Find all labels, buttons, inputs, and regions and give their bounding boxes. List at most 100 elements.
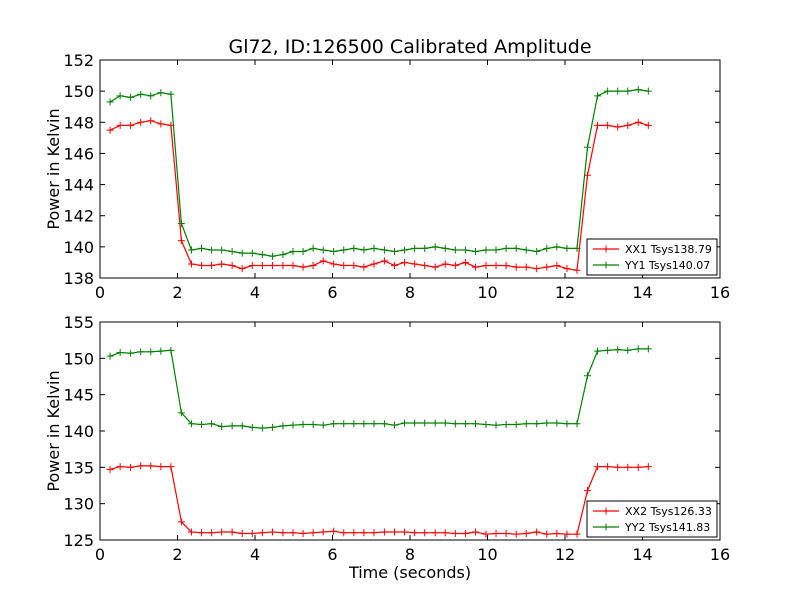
x-tick-label: 2 [172, 545, 182, 564]
data-point-marker [370, 529, 378, 537]
data-point-marker [573, 420, 581, 428]
legend-box [586, 238, 718, 276]
y-tick-label: 155 [63, 313, 94, 332]
data-point-marker [258, 262, 266, 270]
x-tick-label: 4 [250, 283, 260, 302]
data-point-marker [492, 246, 500, 254]
x-tick-label: 16 [710, 283, 730, 302]
data-point-marker [238, 265, 246, 273]
data-point-marker [106, 126, 114, 134]
data-point-marker [624, 463, 632, 471]
data-point-marker [137, 90, 145, 98]
data-point-marker [198, 262, 206, 270]
data-point-marker [553, 419, 561, 427]
data-point-marker [309, 420, 317, 428]
data-point-marker [218, 423, 226, 431]
data-point-marker [391, 248, 398, 256]
data-point-marker [198, 244, 206, 252]
data-point-marker [482, 530, 490, 538]
data-point-marker [522, 420, 530, 428]
y-tick-label: 145 [63, 386, 94, 405]
y-axis-label: Power in Kelvin [44, 370, 63, 491]
data-point-marker [411, 529, 419, 537]
data-point-marker [441, 419, 449, 427]
data-point-marker [299, 263, 307, 271]
data-point-marker [147, 117, 155, 125]
legend-entry-label: YY1 Tsys140.07 [624, 259, 710, 272]
data-point-marker [330, 248, 338, 256]
bottom-plot: 0 2 4 6 8 10 12 14 16 125 130 135 140 145 150 155 Power … [44, 313, 730, 582]
y-axis-label: Power in Kelvin [44, 108, 63, 229]
legend-entry-label: XX1 Tsys138.79 [625, 243, 712, 256]
y-tick-label: 144 [63, 176, 94, 195]
data-point-marker [238, 422, 246, 430]
data-point-marker [380, 246, 388, 254]
data-point-marker [634, 463, 642, 471]
data-point-marker [594, 92, 602, 100]
legend-marker [602, 261, 610, 269]
data-point-marker [482, 246, 490, 254]
data-point-marker [258, 424, 266, 432]
data-point-marker [401, 528, 409, 536]
data-point-marker [401, 258, 409, 266]
data-point-marker [411, 244, 419, 252]
data-point-marker [441, 529, 449, 537]
data-point-marker [644, 463, 652, 471]
data-point-marker [604, 463, 612, 471]
x-tick-label: 6 [327, 545, 337, 564]
data-point-marker [391, 528, 398, 536]
legend-marker [602, 245, 610, 253]
data-point-marker [289, 421, 297, 429]
data-point-marker [543, 530, 551, 538]
data-point-marker [228, 248, 236, 256]
data-point-marker [340, 246, 348, 254]
data-point-marker [471, 528, 479, 536]
data-point-marker [583, 372, 591, 380]
data-point-marker [319, 421, 327, 429]
y-tick-label: 140 [63, 238, 94, 257]
data-point-marker [127, 463, 135, 471]
data-point-marker [137, 462, 145, 470]
data-point-marker [461, 420, 469, 428]
data-point-marker [279, 251, 287, 259]
data-point-marker [441, 244, 449, 252]
data-point-marker [411, 419, 419, 427]
data-point-marker [218, 528, 226, 536]
data-point-marker [208, 246, 216, 254]
data-point-marker [512, 263, 520, 271]
data-point-marker [533, 420, 541, 428]
data-point-marker [553, 529, 561, 537]
data-point-marker [583, 487, 591, 495]
data-point-marker [360, 246, 368, 254]
data-point-marker [228, 262, 236, 270]
data-point-marker [512, 244, 520, 252]
data-point-marker [360, 420, 368, 428]
data-point-marker [258, 251, 266, 259]
data-point-marker [258, 529, 266, 537]
data-point-marker [116, 121, 124, 129]
data-point-marker [533, 528, 541, 536]
data-point-marker [228, 422, 236, 430]
data-point-marker [502, 244, 510, 252]
data-point-marker [238, 529, 246, 537]
data-point-marker [634, 118, 642, 126]
y-tick-label: 130 [63, 495, 94, 514]
data-point-marker [421, 262, 429, 270]
data-point-marker [116, 92, 124, 100]
data-point-marker [451, 529, 459, 537]
data-point-marker [583, 143, 591, 151]
data-point-marker [553, 243, 561, 251]
data-point-marker [319, 257, 327, 265]
data-point-marker [147, 348, 155, 356]
data-point-marker [431, 419, 439, 427]
data-point-marker [482, 262, 490, 270]
x-tick-label: 16 [710, 545, 730, 564]
data-point-marker [502, 529, 510, 537]
data-point-marker [330, 527, 338, 535]
data-point-marker [421, 419, 429, 427]
data-point-marker [441, 260, 449, 268]
data-point-marker [268, 262, 276, 270]
data-point-marker [401, 246, 409, 254]
data-point-marker [208, 262, 216, 270]
